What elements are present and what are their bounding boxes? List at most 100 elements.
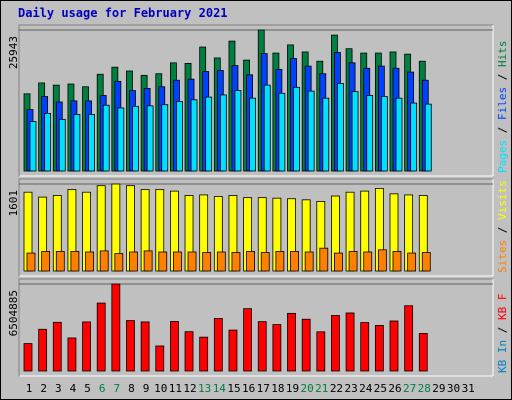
bar-kb-f <box>126 320 135 372</box>
bar-sites <box>275 251 285 272</box>
bar-pages <box>132 105 139 172</box>
bar-sites <box>70 251 80 272</box>
x-tick-label: 20 <box>301 382 314 395</box>
bar-pages <box>234 90 242 172</box>
x-tick-label: 5 <box>84 382 91 395</box>
legend-separator: / <box>496 67 509 87</box>
x-tick-label: 24 <box>359 382 373 395</box>
bar-pages <box>278 92 286 172</box>
bar-pages <box>58 118 66 172</box>
bar-pages <box>351 91 359 172</box>
bar-sites <box>216 251 226 272</box>
legend-separator: / <box>496 220 509 240</box>
bar-kb-f <box>23 343 33 372</box>
legend-separator: / <box>496 120 509 140</box>
bar-sites <box>26 252 36 272</box>
bar-kb-f <box>111 283 121 372</box>
x-tick-label: 7 <box>114 382 121 395</box>
bar-sites <box>129 251 138 272</box>
bar-sites <box>41 251 51 272</box>
bar-kb-f <box>418 333 428 372</box>
x-tick-label: 3 <box>55 382 62 395</box>
y-max-label: 6504885 <box>7 290 20 336</box>
x-tick-label: 27 <box>403 382 416 395</box>
bar-pages <box>307 90 315 172</box>
bar-pages <box>161 104 169 172</box>
legend: KB In / KB F <box>496 294 509 374</box>
x-tick-label: 28 <box>418 382 431 395</box>
bar-sites <box>319 247 329 272</box>
bar-sites <box>114 253 124 272</box>
x-tick-label: 21 <box>315 382 328 395</box>
x-tick-label: 26 <box>388 382 401 395</box>
bar-kb-f <box>38 328 48 372</box>
bar-sites <box>290 251 299 272</box>
bar-pages <box>366 95 374 172</box>
x-tick-label: 9 <box>143 382 150 395</box>
y-max-label: 1601 <box>7 190 20 217</box>
legend: Pages / Files / Hits <box>496 41 509 174</box>
x-tick-label: 12 <box>183 382 196 395</box>
x-tick-label: 17 <box>257 382 270 395</box>
bar-kb-f <box>360 322 370 372</box>
bar-sites <box>158 251 168 272</box>
bar-kb-f <box>301 318 311 372</box>
bar-sites <box>187 251 197 272</box>
bar-sites <box>231 252 241 272</box>
bar-sites <box>363 251 373 272</box>
bar-sites <box>246 251 256 272</box>
bar-sites <box>85 251 94 272</box>
x-tick-label: 30 <box>447 382 460 395</box>
bar-pages <box>293 86 300 172</box>
bar-kb-f <box>199 336 209 372</box>
bar-sites <box>392 251 402 272</box>
bar-kb-f <box>213 318 223 372</box>
x-tick-label: 23 <box>344 382 357 395</box>
bar-pages <box>337 83 344 172</box>
bar-kb-f <box>374 324 384 372</box>
bar-sites <box>260 252 270 272</box>
bar-kb-f <box>96 302 106 372</box>
x-tick-label: 8 <box>128 382 135 395</box>
bar-pages <box>190 99 198 172</box>
x-tick-label: 13 <box>198 382 211 395</box>
legend-item: KB F <box>496 294 509 321</box>
bar-sites <box>407 252 417 272</box>
bar-kb-f <box>316 331 326 372</box>
legend-item: Files <box>496 87 509 120</box>
bar-pages <box>44 112 52 172</box>
bar-pages <box>117 107 125 172</box>
bar-kb-f <box>155 345 165 372</box>
bar-pages <box>175 101 183 172</box>
x-tick-label: 2 <box>40 382 47 395</box>
bar-sites <box>99 250 109 272</box>
bar-kb-f <box>331 315 340 372</box>
legend-item: Hits <box>496 41 509 68</box>
bar-sites <box>348 251 358 272</box>
bar-pages <box>380 96 388 172</box>
bar-kb-f <box>228 329 238 372</box>
legend-item: KB In <box>496 340 509 373</box>
x-tick-label: 11 <box>169 382 182 395</box>
bar-pages <box>29 121 37 172</box>
bar-kb-f <box>140 321 150 372</box>
x-tick-label: 31 <box>462 382 475 395</box>
x-tick-label: 14 <box>213 382 227 395</box>
legend-separator: / <box>496 320 509 340</box>
bar-kb-f <box>272 324 282 372</box>
bar-kb-f <box>404 305 414 372</box>
bar-sites <box>202 252 212 272</box>
x-tick-label: 22 <box>330 382 343 395</box>
bar-pages <box>102 104 110 172</box>
bar-kb-f <box>169 321 179 372</box>
bar-kb-f <box>52 321 62 372</box>
bar-pages <box>263 84 271 172</box>
bar-kb-f <box>184 331 194 372</box>
y-max-label: 25943 <box>7 36 20 69</box>
bar-pages <box>424 103 432 172</box>
bar-sites <box>377 249 387 272</box>
bar-pages <box>322 97 330 172</box>
bar-pages <box>249 97 257 172</box>
x-tick-label: 6 <box>99 382 106 395</box>
bar-pages <box>205 96 213 172</box>
